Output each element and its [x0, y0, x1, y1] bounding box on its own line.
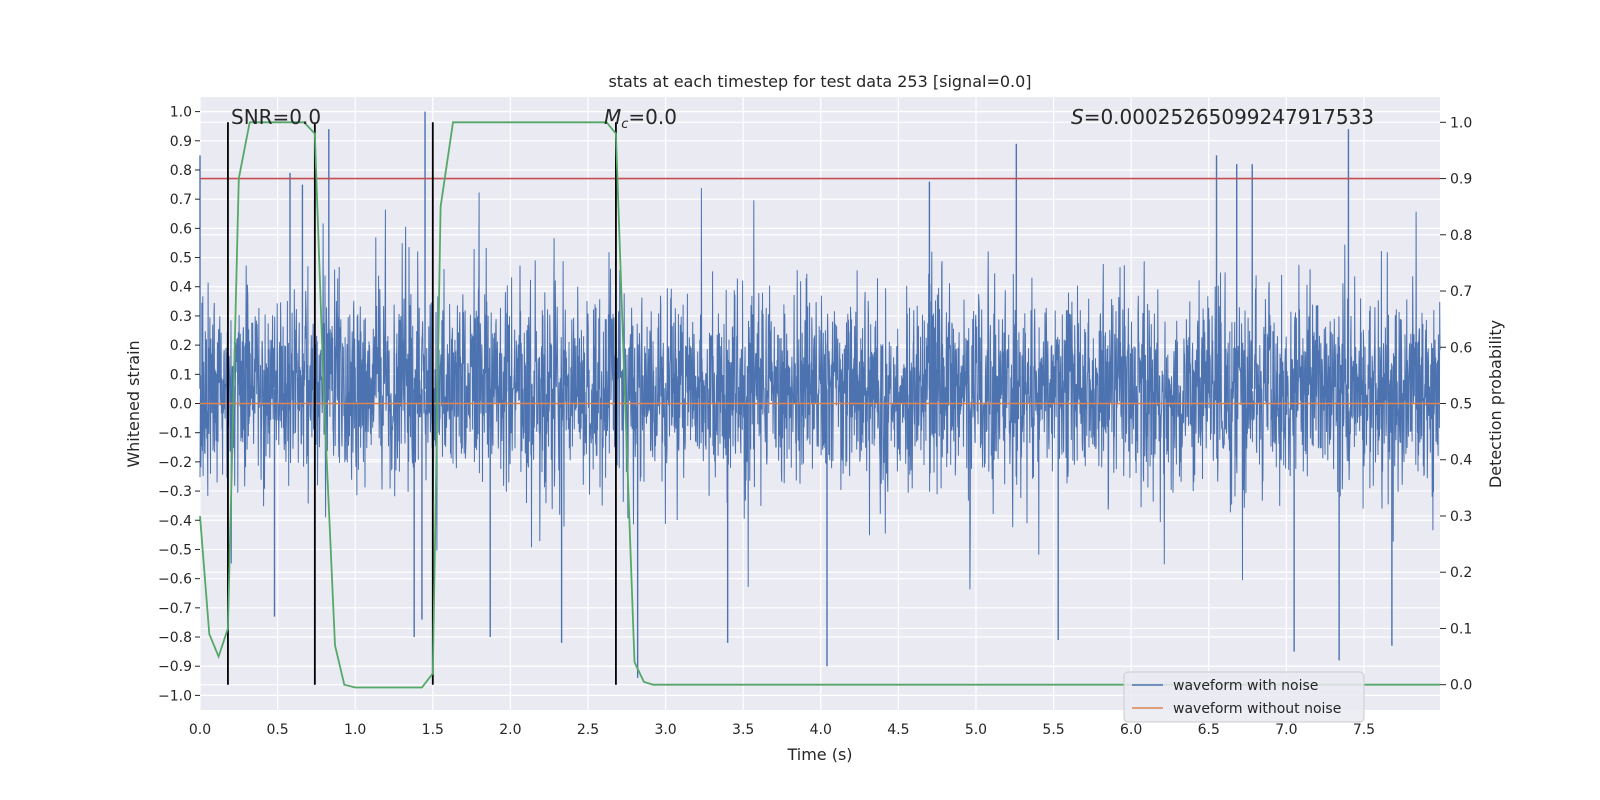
x-tick-label: 0.5	[266, 722, 288, 738]
snr-annotation: SNR=0.0	[231, 105, 321, 129]
y2-tick-label: 0.9	[1450, 172, 1472, 188]
s-symbol: S	[1071, 105, 1084, 129]
x-tick-label: 3.0	[654, 722, 676, 738]
y-tick-label: 0.6	[170, 221, 192, 237]
chart-title: stats at each timestep for test data 253…	[608, 72, 1031, 91]
right-axis-ticks: 1.0 0.9 0.8 0.7 0.6 0.5 0.4 0.3 0.2 0.1 0.0	[1440, 115, 1472, 694]
y-tick-label: −0.8	[158, 630, 192, 646]
y-tick-label: −1.0	[158, 688, 192, 704]
y2-tick-label: 0.7	[1450, 284, 1472, 300]
x-tick-label: 7.5	[1353, 722, 1375, 738]
x-tick-label: 7.0	[1275, 722, 1297, 738]
vertical-markers	[227, 122, 617, 685]
y-tick-label: 0.4	[170, 280, 192, 296]
legend-box	[1123, 671, 1365, 723]
x-tick-label: 4.5	[887, 722, 909, 738]
s-annotation: S=0.00025265099247917533	[1071, 105, 1374, 129]
x-tick-label: 1.0	[344, 722, 366, 738]
left-axis-ticks: 1.0 0.9 0.8 0.7 0.6 0.5 0.4 0.3 0.2 0.1 0.0 −0.1 −0.…	[158, 105, 200, 704]
y2-tick-label: 0.1	[1450, 621, 1472, 637]
x-axis-label: Time (s)	[786, 745, 852, 764]
y-tick-label: 0.0	[170, 397, 192, 413]
y-tick-label: 0.3	[170, 309, 192, 325]
y-axis-label: Whitened strain	[124, 340, 143, 467]
y-tick-label: 0.2	[170, 338, 192, 354]
y-tick-label: −0.1	[158, 426, 192, 442]
s-value: =0.00025265099247917533	[1084, 105, 1374, 129]
y2-tick-label: 0.3	[1450, 509, 1472, 525]
y2-tick-label: 0.8	[1450, 228, 1472, 244]
x-tick-label: 4.0	[810, 722, 832, 738]
y-tick-label: −0.2	[158, 455, 192, 471]
y2-tick-label: 0.4	[1450, 453, 1472, 469]
y-tick-label: 1.0	[170, 105, 192, 121]
y-tick-label: 0.9	[170, 134, 192, 150]
y2-tick-label: 0.2	[1450, 565, 1472, 581]
x-tick-label: 6.0	[1120, 722, 1142, 738]
noise-waveform-series	[199, 188, 1441, 590]
detection-probability-line	[199, 121, 1440, 689]
x-tick-label: 6.5	[1198, 722, 1220, 738]
y-tick-label: −0.6	[158, 572, 192, 588]
y-tick-label: −0.7	[158, 601, 192, 617]
x-tick-label: 0.0	[189, 722, 211, 738]
y-tick-label: 0.8	[170, 163, 192, 179]
y-tick-label: 0.5	[170, 251, 192, 267]
chirp-mass-value: =0.0	[628, 105, 677, 129]
y2-tick-label: 0.0	[1450, 678, 1472, 694]
y2-axis-label: Detection probability	[1486, 320, 1505, 488]
y2-tick-label: 0.5	[1450, 397, 1472, 413]
chirp-mass-annotation: Mc=0.0	[604, 105, 677, 132]
legend: waveform with noise waveform without noi…	[1123, 671, 1365, 723]
legend-label-noise: waveform with noise	[1173, 678, 1318, 694]
legend-label-clean: waveform without noise	[1173, 701, 1341, 717]
y-tick-label: −0.4	[158, 513, 192, 529]
x-axis-ticks: 0.0 0.5 1.0 1.5 2.0 2.5 3.0 3.5 4.0 4.5 5.0 5.5 6.0 6…	[189, 722, 1375, 738]
chirp-mass-symbol: M	[604, 105, 621, 129]
y-tick-label: 0.7	[170, 192, 192, 208]
x-tick-label: 5.5	[1042, 722, 1064, 738]
y-tick-label: −0.3	[158, 484, 192, 500]
x-tick-label: 5.0	[965, 722, 987, 738]
chirp-mass-subscript: c	[621, 117, 628, 132]
y2-tick-label: 1.0	[1450, 115, 1472, 131]
noise-waveform-line	[199, 188, 1441, 590]
y2-tick-label: 0.6	[1450, 340, 1472, 356]
y-tick-label: −0.9	[158, 659, 192, 675]
x-tick-label: 3.5	[732, 722, 754, 738]
x-tick-label: 2.0	[499, 722, 521, 738]
x-tick-label: 1.5	[422, 722, 444, 738]
y-tick-label: 0.1	[170, 367, 192, 383]
x-tick-label: 2.5	[577, 722, 599, 738]
y-tick-label: −0.5	[158, 542, 192, 558]
